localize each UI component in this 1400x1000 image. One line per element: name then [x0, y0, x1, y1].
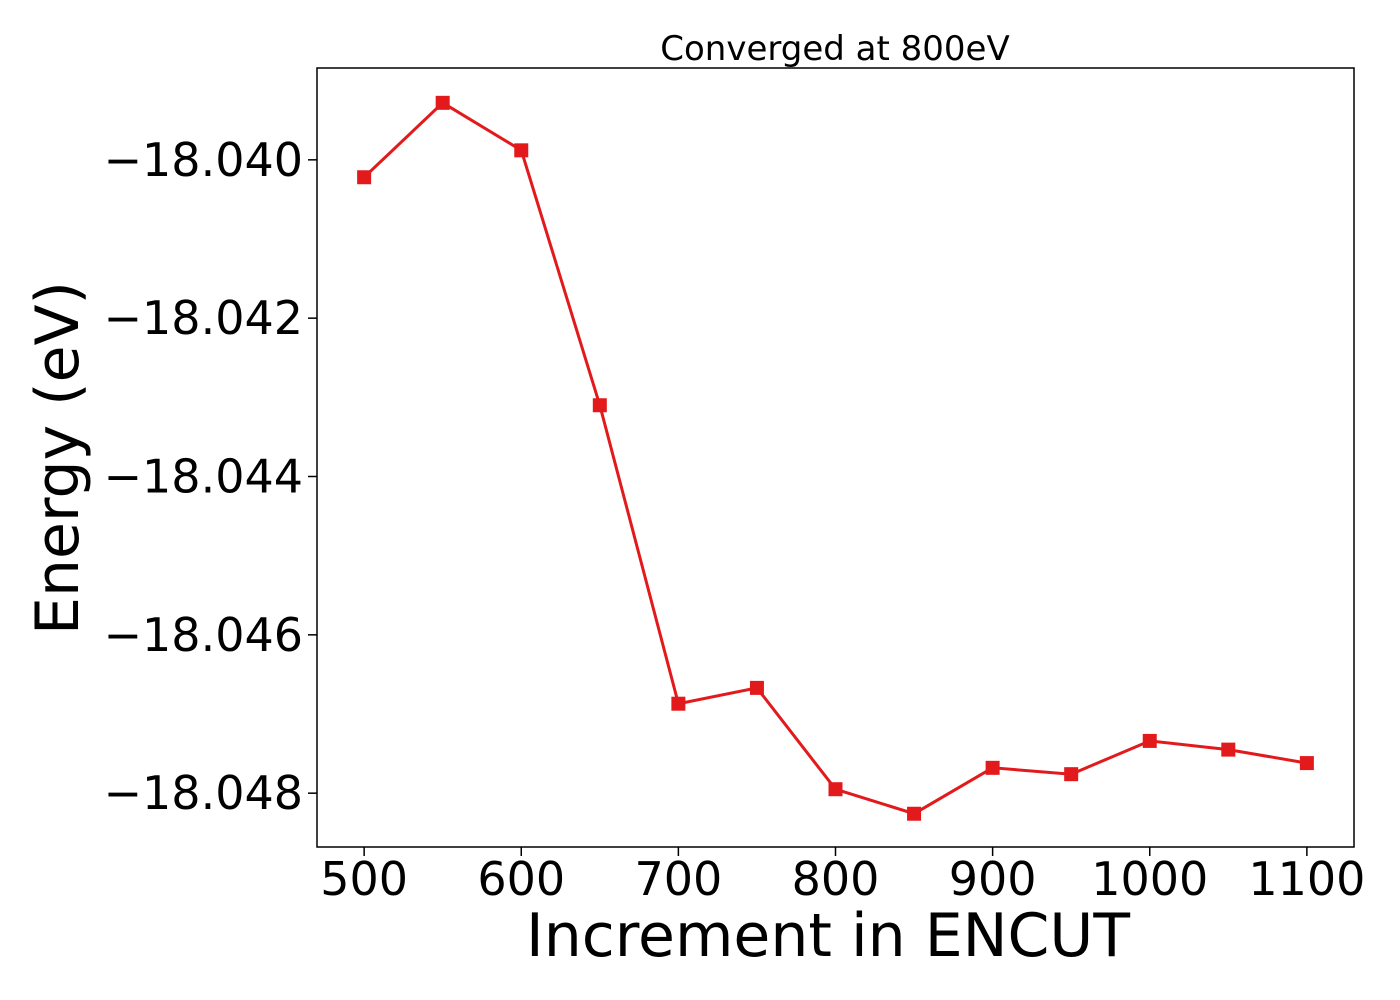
y-tick-label: −18.044: [104, 450, 304, 504]
data-point-marker: [514, 143, 529, 158]
x-tick-label: 700: [634, 852, 722, 906]
y-tick-label: −18.046: [104, 608, 304, 662]
x-axis-label: Increment in ENCUT: [526, 901, 1130, 971]
y-axis: −18.040 −18.042 −18.044 −18.046 −18.048: [104, 133, 317, 820]
data-point-marker: [1299, 756, 1314, 771]
data-point-marker: [828, 782, 843, 797]
y-tick-label: −18.048: [104, 766, 304, 820]
series-line: [363, 100, 1308, 816]
chart-title: Converged at 800eV: [660, 29, 1009, 69]
data-point-marker: [671, 696, 686, 711]
series-markers: [357, 95, 1314, 821]
data-point-marker: [985, 760, 1000, 775]
y-tick-label: −18.042: [104, 291, 304, 345]
x-tick-label: 900: [949, 852, 1037, 906]
x-axis: 500 600 700 800 900 1000 1100: [320, 847, 1365, 906]
data-point-marker: [1142, 733, 1157, 748]
data-point-marker: [357, 170, 372, 185]
y-tick-label: −18.040: [104, 133, 304, 187]
x-tick-label: 600: [477, 852, 565, 906]
x-tick-label: 800: [792, 852, 880, 906]
data-point-marker: [435, 95, 450, 110]
x-tick-label: 1100: [1248, 852, 1365, 906]
x-tick-label: 500: [320, 852, 408, 906]
y-axis-label: Energy (eV): [23, 281, 93, 635]
data-point-marker: [907, 806, 922, 821]
plot-frame: [316, 67, 1355, 848]
data-point-marker: [592, 398, 607, 413]
data-point-marker: [749, 680, 764, 695]
x-tick-label: 1000: [1091, 852, 1208, 906]
data-point-marker: [1221, 742, 1236, 757]
data-point-marker: [1064, 767, 1079, 782]
